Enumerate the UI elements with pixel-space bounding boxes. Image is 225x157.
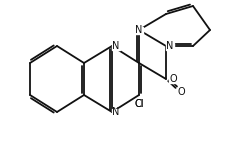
- Bar: [112, 43, 120, 49]
- Bar: [177, 89, 185, 95]
- Text: Cl: Cl: [134, 99, 144, 109]
- Text: O: O: [177, 87, 185, 97]
- Text: N: N: [166, 41, 174, 51]
- Bar: [166, 43, 174, 49]
- Bar: [135, 27, 143, 33]
- Bar: [112, 108, 120, 116]
- Text: N: N: [112, 107, 120, 117]
- Bar: [133, 100, 146, 108]
- Text: O: O: [169, 74, 177, 84]
- Text: N: N: [112, 41, 120, 51]
- Text: N: N: [135, 25, 143, 35]
- Text: Cl: Cl: [134, 99, 144, 109]
- Bar: [133, 100, 146, 108]
- Bar: [169, 76, 177, 82]
